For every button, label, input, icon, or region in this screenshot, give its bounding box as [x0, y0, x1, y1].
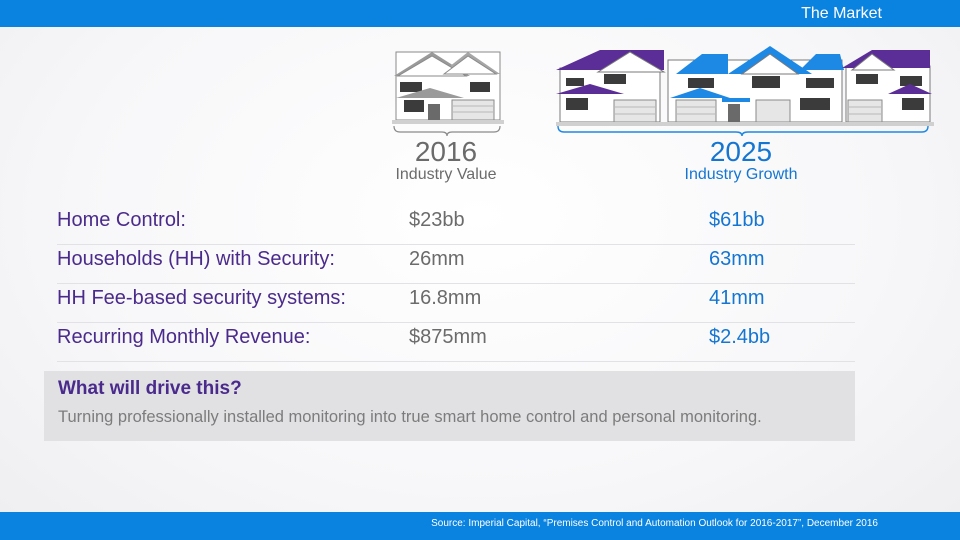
table-row: Recurring Monthly Revenue: $875mm $2.4bb — [57, 323, 855, 362]
drive-callout: What will drive this? Turning profession… — [44, 371, 855, 441]
house-2025-right-icon — [842, 50, 932, 123]
year-2016: 2016 — [414, 136, 478, 167]
table-row: HH Fee-based security systems: 16.8mm 41… — [57, 284, 855, 323]
value-2025: $61bb — [709, 209, 765, 231]
slide-title: The Market — [801, 5, 882, 22]
table-row: Home Control: $23bb $61bb — [57, 206, 855, 245]
value-2025: 63mm — [709, 248, 765, 270]
row-label: HH Fee-based security systems: — [57, 287, 346, 309]
footer-banner: Source: Imperial Capital, “Premises Cont… — [0, 512, 960, 540]
metrics-table: Home Control: $23bb $61bb Households (HH… — [57, 206, 855, 362]
row-label: Recurring Monthly Revenue: — [57, 326, 311, 348]
bracket-2016 — [393, 125, 501, 137]
drive-text: Turning professionally installed monitor… — [58, 408, 762, 426]
table-row: Households (HH) with Security: 26mm 63mm — [57, 245, 855, 284]
value-2016: $23bb — [409, 209, 465, 231]
row-label: Households (HH) with Security: — [57, 248, 335, 270]
value-2016: 16.8mm — [409, 287, 482, 309]
top-banner: The Market — [0, 0, 960, 27]
house-2016-icon — [392, 51, 504, 124]
value-2016: 26mm — [409, 248, 465, 270]
subtitle-2016: Industry Value — [395, 166, 497, 183]
bracket-2025 — [557, 125, 929, 137]
subtitle-2025: Industry Growth — [684, 166, 798, 183]
houses-illustration — [392, 46, 934, 137]
house-2025-center-icon — [667, 46, 844, 123]
source-citation: Source: Imperial Capital, “Premises Cont… — [431, 518, 878, 529]
value-2025: 41mm — [709, 287, 765, 309]
drive-heading: What will drive this? — [58, 378, 242, 399]
house-2025-left-icon — [556, 50, 666, 123]
row-label: Home Control: — [57, 209, 186, 231]
year-2025: 2025 — [709, 136, 773, 167]
value-2016: $875mm — [409, 326, 487, 348]
value-2025: $2.4bb — [709, 326, 771, 348]
